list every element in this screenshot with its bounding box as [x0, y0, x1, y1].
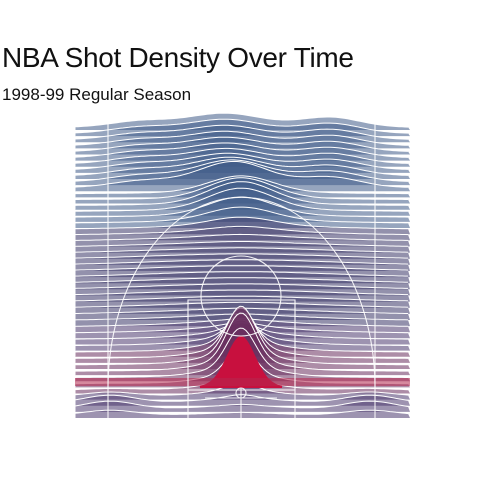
ridge-line — [74, 225, 409, 241]
ridge-line — [74, 156, 409, 179]
ridge-area — [75, 234, 410, 247]
ridge-line — [74, 400, 409, 412]
ridge-line — [74, 327, 408, 382]
ridge-line — [74, 241, 409, 253]
ridge-area — [75, 226, 410, 241]
ridge-area — [75, 401, 410, 412]
court-lines — [107, 115, 376, 425]
ridge-line — [74, 177, 408, 204]
ridge-line — [74, 181, 409, 210]
ridge-line — [74, 394, 409, 406]
density-ridges — [74, 112, 410, 418]
ridge-line — [74, 216, 408, 235]
ridge-area — [75, 217, 410, 235]
rim-density-peak — [200, 336, 282, 388]
ridge-line — [74, 247, 409, 259]
three-point-arc — [107, 196, 376, 389]
ridge-area — [75, 394, 410, 406]
ridge-line — [74, 206, 408, 228]
ridge-line — [74, 312, 408, 376]
ridge-line — [74, 295, 409, 308]
ridge-area — [75, 410, 410, 418]
ridge-line — [74, 259, 409, 271]
ridge-line — [74, 301, 409, 314]
ridge-line — [74, 147, 409, 167]
ridge-line — [74, 253, 408, 265]
ridge-line — [74, 175, 408, 198]
ridge-line — [74, 289, 408, 302]
ridge-line — [74, 136, 409, 155]
ridge-line — [74, 124, 409, 143]
ridge-line — [74, 112, 409, 130]
ridge-line — [74, 118, 409, 137]
ridge-line — [74, 409, 409, 418]
chart-subtitle: 1998-99 Regular Season — [2, 85, 192, 104]
baseline-band — [75, 378, 410, 386]
ridge-line — [74, 130, 409, 149]
free-throw-circle — [200, 255, 282, 337]
ridge-line — [74, 305, 409, 369]
ridge-line — [74, 271, 408, 284]
ridge-line — [74, 159, 409, 186]
ridge-line — [74, 187, 408, 216]
ridge-line — [74, 160, 409, 192]
ridge-line — [74, 142, 409, 161]
chart-title: NBA Shot Density Over Time — [2, 42, 354, 73]
ridge-line — [74, 152, 409, 173]
ridge-line — [74, 265, 409, 278]
ridge-line — [74, 233, 408, 247]
